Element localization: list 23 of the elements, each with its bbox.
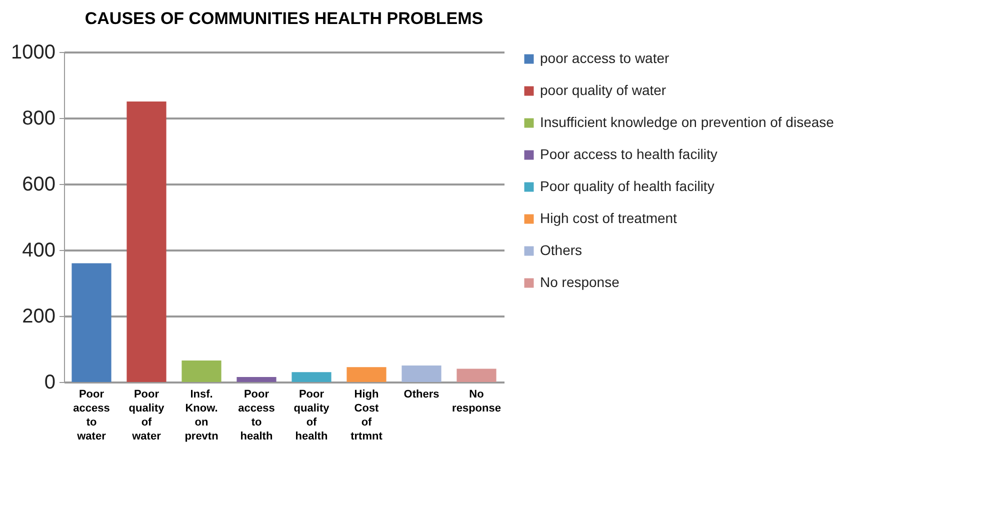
y-tick-label: 400 xyxy=(22,240,56,262)
legend-label: No response xyxy=(540,274,620,290)
x-tick-label: Insf. Know. on prevtn xyxy=(184,388,219,442)
x-tick-label: Others xyxy=(404,388,440,400)
x-tick-label: Poor quality of water xyxy=(128,388,166,442)
y-tick-label: 200 xyxy=(22,306,56,328)
legend-label: poor access to water xyxy=(540,50,670,66)
x-tick-label: Poor access to health xyxy=(238,388,275,442)
y-tick-label: 800 xyxy=(22,108,56,130)
legend-label: Others xyxy=(540,242,582,258)
legend-label: High cost of treatment xyxy=(540,210,678,226)
y-tick-label: 0 xyxy=(44,372,56,394)
y-tick-label: 600 xyxy=(22,174,56,196)
legend-label: poor quality of water xyxy=(540,82,666,98)
legend-label: Insufficient knowledge on prevention of disease xyxy=(540,114,834,130)
chart-title: CAUSES OF COMMUNITIES HEALTH PROBLEMS xyxy=(84,9,484,28)
legend-label: Poor quality of health facility xyxy=(540,178,714,194)
x-tick-label: Poor access to water xyxy=(73,388,110,442)
x-tick-label: No response xyxy=(452,388,501,414)
x-tick-label: Poor quality of health xyxy=(294,388,330,442)
legend-label: Poor access to health facility xyxy=(540,146,718,162)
x-tick-label: High Cost of trtmnt xyxy=(350,388,383,442)
y-tick-label: 1000 xyxy=(11,42,56,64)
